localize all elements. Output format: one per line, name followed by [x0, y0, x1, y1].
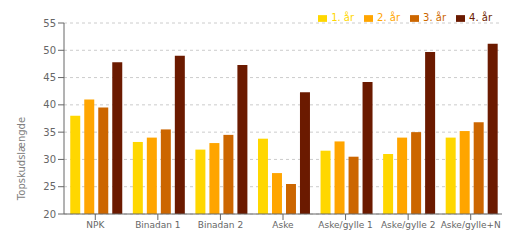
svg-text:45: 45 — [43, 72, 56, 83]
svg-text:30: 30 — [43, 154, 56, 165]
svg-text:Aske/gylle 1: Aske/gylle 1 — [318, 220, 372, 230]
svg-text:NPK: NPK — [86, 220, 105, 230]
svg-text:Binadan 1: Binadan 1 — [135, 220, 180, 230]
svg-text:50: 50 — [43, 45, 56, 56]
svg-text:55: 55 — [43, 18, 56, 29]
svg-text:Aske: Aske — [272, 220, 294, 230]
svg-text:Aske/gylle 2: Aske/gylle 2 — [381, 220, 435, 230]
svg-text:20: 20 — [43, 209, 56, 220]
svg-text:35: 35 — [43, 127, 56, 138]
svg-text:Topskudslængde: Topskudslængde — [16, 117, 27, 201]
svg-text:Aske/gylle+N: Aske/gylle+N — [441, 220, 501, 230]
svg-text:40: 40 — [43, 99, 56, 110]
svg-text:25: 25 — [43, 181, 56, 192]
html-text:4. år: 4. år — [469, 12, 492, 23]
html-text:1. år: 1. år — [331, 12, 355, 23]
html-text:3. år: 3. år — [423, 12, 446, 23]
svg-text:Binadan 2: Binadan 2 — [198, 220, 243, 230]
html-text:2. år: 2. år — [377, 12, 401, 23]
